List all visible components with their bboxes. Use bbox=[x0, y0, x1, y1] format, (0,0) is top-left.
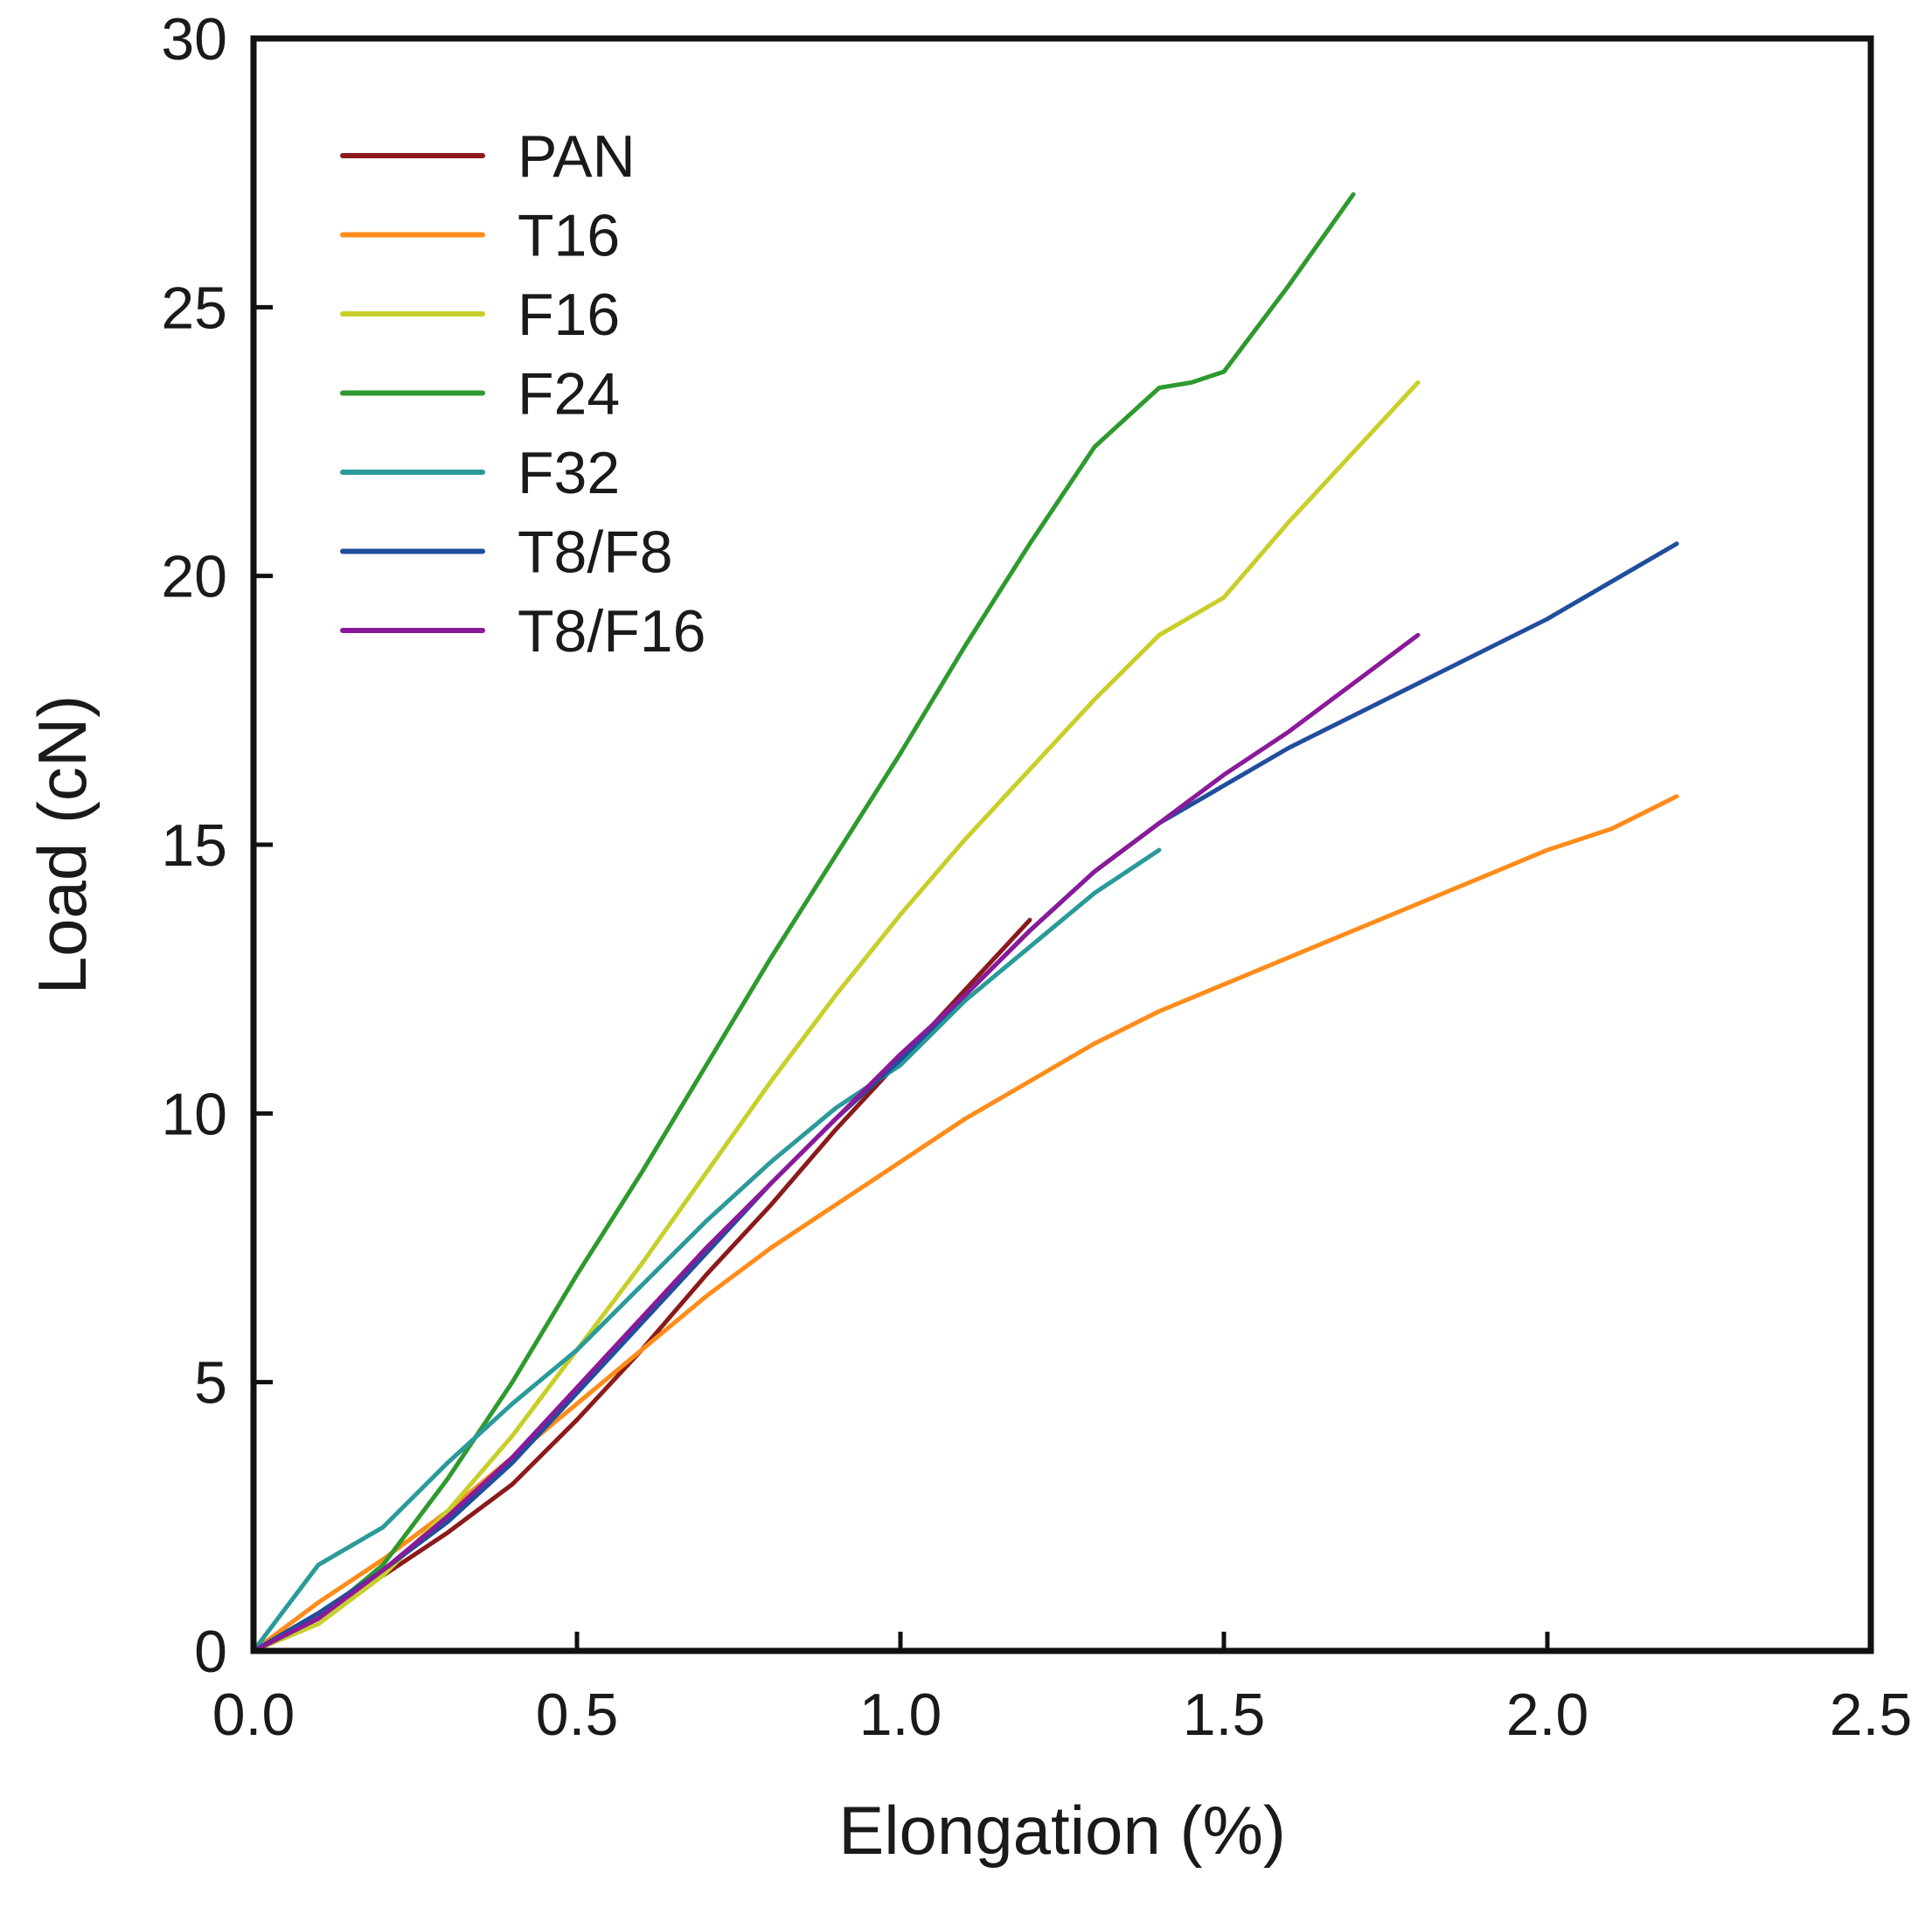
legend-item: T8/F8 bbox=[340, 519, 673, 586]
legend-item: PAN bbox=[340, 123, 636, 190]
legend-item: T16 bbox=[340, 203, 620, 269]
x-tick-label: 0.0 bbox=[212, 1682, 295, 1748]
ticks-layer: 0.0 0.5 1.0 1.5 2.0 2.5 0 5 10 15 20 25 30 bbox=[161, 6, 1912, 1748]
legend-label: T8/F16 bbox=[518, 598, 705, 665]
y-tick-label: 5 bbox=[194, 1350, 227, 1417]
y-tick-label: 25 bbox=[161, 275, 227, 341]
legend-label: T16 bbox=[518, 203, 620, 269]
legend-item: T8/F16 bbox=[340, 598, 705, 665]
legend: PAN T16 F16 F24 F32 T8/F8 T8/F16 bbox=[340, 123, 705, 665]
series-line-f32 bbox=[251, 847, 1162, 1654]
series-line-t8-f16 bbox=[251, 632, 1421, 1654]
x-axis-label: Elongation (%) bbox=[838, 1792, 1286, 1869]
x-tick-label: 2.0 bbox=[1506, 1682, 1589, 1748]
y-axis-label: Load (cN) bbox=[24, 695, 101, 994]
series-line-f24 bbox=[251, 191, 1356, 1654]
y-tick-label: 10 bbox=[161, 1081, 227, 1147]
x-tick-label: 2.5 bbox=[1830, 1682, 1913, 1748]
x-tick-label: 0.5 bbox=[536, 1682, 619, 1748]
legend-label: F16 bbox=[518, 282, 620, 348]
series-line-f16 bbox=[251, 380, 1421, 1654]
legend-label: T8/F8 bbox=[518, 519, 673, 586]
legend-item: F32 bbox=[340, 440, 620, 506]
legend-label: PAN bbox=[518, 123, 636, 190]
legend-label: F32 bbox=[518, 440, 620, 506]
y-tick-label: 0 bbox=[194, 1619, 227, 1685]
legend-item: F16 bbox=[340, 282, 620, 348]
x-tick-label: 1.5 bbox=[1183, 1682, 1266, 1748]
y-tick-label: 30 bbox=[161, 6, 227, 73]
legend-item: F24 bbox=[340, 361, 620, 428]
y-tick-label: 15 bbox=[161, 812, 227, 879]
x-tick-label: 1.0 bbox=[859, 1682, 942, 1748]
y-tick-label: 20 bbox=[161, 544, 227, 610]
series-layer bbox=[251, 191, 1679, 1654]
legend-label: F24 bbox=[518, 361, 620, 428]
